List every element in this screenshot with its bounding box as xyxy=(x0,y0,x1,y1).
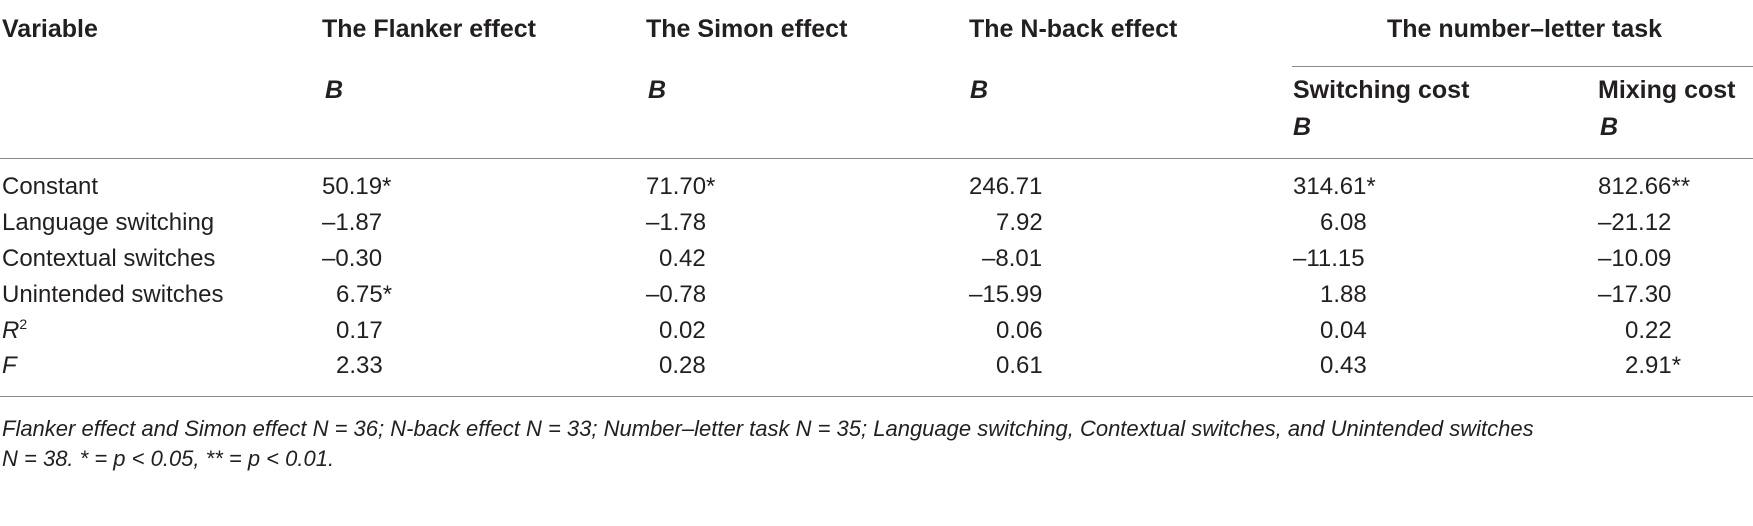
cell-language-switching-switching-cost: 6.08 xyxy=(1320,209,1367,236)
cell-r-squared-switching-cost: 0.04 xyxy=(1320,317,1367,344)
footnote-line-1: Flanker effect and Simon effect N = 36; … xyxy=(2,416,1534,441)
row-label-language-switching: Language switching xyxy=(2,209,215,236)
row-label-constant: Constant xyxy=(2,173,99,200)
cell-unintended-switches-switching-cost: 1.88 xyxy=(1320,281,1367,308)
subheader-rule xyxy=(1292,66,1753,67)
cell-constant-nback: 246.71 xyxy=(969,173,1043,200)
row-label-unintended-switches: Unintended switches xyxy=(2,281,224,308)
header-variable: Variable xyxy=(2,15,98,43)
cell-contextual-switches-switching-cost: –11.15 xyxy=(1293,245,1365,272)
header-number-letter-task: The number–letter task xyxy=(1387,15,1663,43)
cell-language-switching-mixing-cost: –21.12 xyxy=(1598,209,1672,236)
cell-contextual-switches-simon: 0.42 xyxy=(659,245,706,272)
cell-r-squared-nback: 0.06 xyxy=(996,317,1043,344)
cell-unintended-switches-simon: –0.78 xyxy=(646,281,707,308)
header-nback-effect: The N-back effect xyxy=(969,15,1178,43)
cell-f-switching-cost: 0.43 xyxy=(1320,352,1367,379)
cell-language-switching-flanker: –1.87 xyxy=(322,209,383,236)
r-squared-base: R xyxy=(2,317,20,344)
header-simon-effect: The Simon effect xyxy=(646,15,848,43)
cell-f-nback: 0.61 xyxy=(996,352,1043,379)
cell-language-switching-simon: –1.78 xyxy=(646,209,707,236)
cell-constant-mixing-cost: 812.66** xyxy=(1598,173,1691,200)
header-b-simon: B xyxy=(648,76,667,104)
bottom-rule xyxy=(0,396,1753,397)
header-mixing-cost: Mixing cost xyxy=(1598,76,1736,104)
header-b-mixing: B xyxy=(1600,113,1619,141)
cell-contextual-switches-mixing-cost: –10.09 xyxy=(1598,245,1672,272)
row-label-r-squared: R2 xyxy=(2,316,28,344)
cell-contextual-switches-flanker: –0.30 xyxy=(322,245,383,272)
header-b-switching: B xyxy=(1293,113,1312,141)
cell-unintended-switches-flanker: 6.75* xyxy=(336,281,393,308)
r-squared-superscript: 2 xyxy=(19,316,28,332)
header-b-flanker: B xyxy=(325,76,344,104)
header-switching-cost: Switching cost xyxy=(1293,76,1470,104)
cell-unintended-switches-nback: –15.99 xyxy=(969,281,1043,308)
cell-r-squared-flanker: 0.17 xyxy=(336,317,383,344)
footnote-line-2: N = 38. * = p < 0.05, ** = p < 0.01. xyxy=(2,446,335,471)
header-b-nback: B xyxy=(970,76,989,104)
row-label-f: F xyxy=(2,352,17,379)
cell-r-squared-simon: 0.02 xyxy=(659,317,706,344)
header-flanker-effect: The Flanker effect xyxy=(322,15,536,43)
row-label-contextual-switches: Contextual switches xyxy=(2,245,216,272)
cell-unintended-switches-mixing-cost: –17.30 xyxy=(1598,281,1672,308)
cell-contextual-switches-nback: –8.01 xyxy=(982,245,1043,272)
cell-f-mixing-cost: 2.91* xyxy=(1625,352,1682,379)
cell-constant-switching-cost: 314.61* xyxy=(1293,173,1376,200)
cell-constant-simon: 71.70* xyxy=(646,173,716,200)
cell-f-flanker: 2.33 xyxy=(336,352,383,379)
header-rule xyxy=(0,158,1753,159)
cell-constant-flanker: 50.19* xyxy=(322,173,392,200)
cell-language-switching-nback: 7.92 xyxy=(996,209,1043,236)
cell-f-simon: 0.28 xyxy=(659,352,706,379)
cell-r-squared-mixing-cost: 0.22 xyxy=(1625,317,1672,344)
